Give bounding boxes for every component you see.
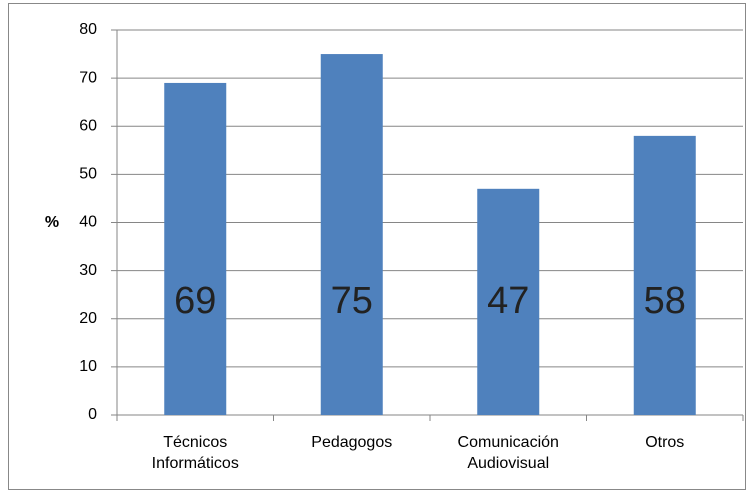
y-tick-label: 30 bbox=[79, 262, 97, 279]
x-tick-label: Pedagogos bbox=[311, 434, 393, 451]
bar bbox=[633, 135, 696, 415]
y-tick-label: 70 bbox=[79, 69, 97, 86]
y-axis-title: % bbox=[45, 214, 59, 231]
y-tick-label: 60 bbox=[79, 117, 97, 134]
bar bbox=[164, 82, 227, 415]
y-tick-label: 40 bbox=[79, 214, 97, 231]
x-tick-label: Técnicos Informáticos bbox=[151, 434, 239, 472]
y-tick-label: 10 bbox=[79, 358, 97, 375]
y-tick-label: 50 bbox=[79, 166, 97, 183]
x-tick-label: Otros bbox=[645, 434, 685, 451]
data-label: 58 bbox=[644, 280, 686, 322]
data-label: 75 bbox=[331, 280, 373, 322]
y-tick-label: 80 bbox=[79, 21, 97, 38]
y-tick-label: 0 bbox=[88, 406, 97, 423]
bar bbox=[477, 188, 540, 415]
x-tick-label: Comunicación Audiovisual bbox=[457, 434, 559, 472]
y-tick-label: 20 bbox=[79, 310, 97, 327]
data-label: 69 bbox=[174, 280, 216, 322]
bar bbox=[320, 54, 383, 415]
data-label: 47 bbox=[487, 280, 529, 322]
